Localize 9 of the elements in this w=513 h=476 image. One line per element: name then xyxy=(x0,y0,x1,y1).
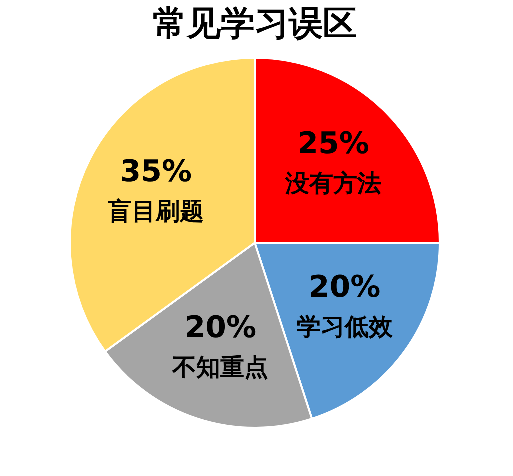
data-label: 25% xyxy=(298,126,370,162)
data-label: 20% xyxy=(308,270,381,306)
slice-label: 不知重点 xyxy=(172,354,269,382)
chart-title: 常见学习误区 xyxy=(153,4,357,44)
data-label: 20% xyxy=(184,310,257,346)
slice-label: 盲目刷题 xyxy=(107,198,204,226)
slice-label: 没有方法 xyxy=(284,170,382,198)
data-label: 35% xyxy=(120,154,192,190)
slice-label: 学习低效 xyxy=(296,313,394,342)
